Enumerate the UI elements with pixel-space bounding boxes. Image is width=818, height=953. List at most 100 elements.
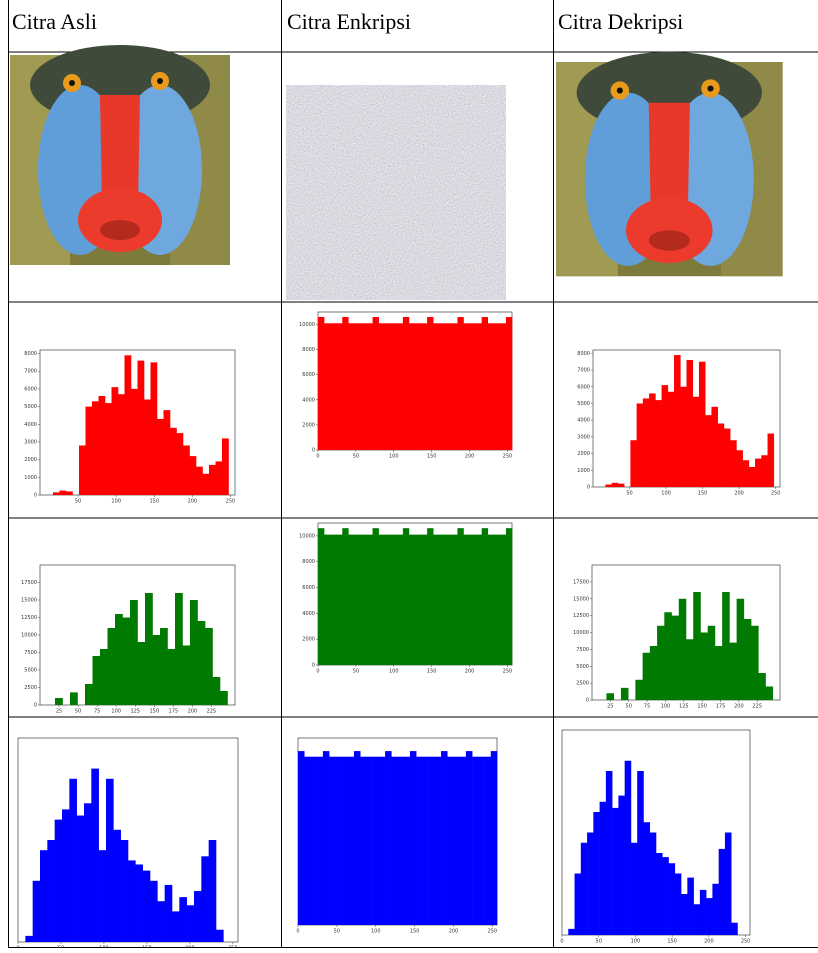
x-tick-label: 75	[644, 704, 650, 710]
y-tick-label: 2000	[577, 451, 590, 457]
x-tick-label: 100	[661, 491, 671, 497]
bar	[494, 323, 500, 450]
bar	[150, 881, 158, 942]
bar	[165, 885, 173, 942]
bar	[618, 796, 625, 935]
bar	[699, 362, 706, 487]
bar	[612, 483, 619, 487]
y-tick-label: 2500	[24, 685, 37, 691]
bar	[460, 757, 467, 925]
bar	[675, 874, 682, 936]
bar	[397, 535, 403, 665]
bar	[336, 323, 342, 450]
bar	[209, 840, 217, 942]
x-tick-label: 50	[75, 499, 81, 505]
bar	[138, 642, 146, 705]
bar	[106, 779, 114, 942]
bar	[409, 535, 415, 665]
bar	[131, 389, 138, 495]
y-tick-label: 5000	[24, 404, 37, 410]
bar	[379, 535, 385, 665]
x-tick-label: 200	[465, 669, 475, 675]
bar	[201, 856, 209, 942]
bar	[605, 484, 612, 487]
bar	[118, 394, 125, 495]
bar	[761, 455, 768, 487]
x-tick-label: 250	[771, 491, 781, 497]
bar	[668, 392, 675, 487]
bar	[397, 323, 403, 450]
bar	[143, 871, 151, 942]
bar	[694, 904, 701, 935]
bar	[318, 317, 324, 450]
bar	[712, 884, 719, 935]
x-tick-label: 200	[734, 704, 744, 710]
bar	[112, 387, 119, 495]
y-tick-label: 12500	[573, 613, 589, 619]
bar	[404, 757, 411, 925]
y-tick-label: 7500	[576, 647, 589, 653]
y-tick-label: 2000	[302, 637, 315, 643]
y-tick-label: 0	[312, 663, 315, 669]
bar	[643, 653, 651, 700]
bar	[466, 751, 473, 925]
bar	[360, 757, 367, 925]
bar	[681, 894, 688, 935]
bar	[679, 599, 687, 700]
bar	[403, 317, 409, 450]
bar	[398, 757, 405, 925]
bar	[643, 822, 650, 935]
x-tick-label: 150	[667, 939, 677, 945]
y-tick-label: 3000	[577, 434, 590, 440]
x-tick-label: 250	[226, 499, 236, 505]
bar	[62, 809, 70, 942]
bar	[385, 535, 391, 665]
y-tick-label: 8000	[302, 559, 315, 565]
bar	[618, 484, 625, 487]
bar	[348, 535, 354, 665]
y-tick-label: 0	[587, 485, 590, 491]
bar	[91, 769, 99, 942]
bar	[324, 535, 330, 665]
bar	[190, 600, 198, 705]
x-tick-label: 50	[75, 709, 81, 715]
y-tick-label: 10000	[299, 533, 315, 539]
x-tick-label: 100	[371, 929, 381, 935]
x-tick-label: 50	[353, 669, 359, 675]
x-tick-label: 225	[752, 704, 762, 710]
y-tick-label: 0	[34, 493, 37, 499]
bar	[179, 897, 187, 942]
bar	[177, 433, 184, 495]
bar	[433, 535, 439, 665]
bar	[123, 618, 131, 706]
bar	[213, 677, 221, 705]
bar	[194, 891, 202, 942]
bar	[373, 317, 379, 450]
bar	[730, 440, 737, 487]
bar	[664, 612, 672, 700]
bar	[304, 757, 311, 925]
bar	[725, 833, 732, 936]
bar	[421, 323, 427, 450]
y-tick-label: 10000	[21, 633, 37, 639]
bar	[439, 323, 445, 450]
x-tick-label: 100	[111, 709, 121, 715]
bar	[621, 688, 629, 700]
bar	[198, 621, 206, 705]
bar	[433, 323, 439, 450]
y-tick-label: 5000	[576, 664, 589, 670]
y-tick-label: 4000	[302, 611, 315, 617]
bar	[410, 751, 417, 925]
y-tick-label: 17500	[21, 580, 37, 586]
bar	[751, 626, 759, 700]
bar	[476, 323, 482, 450]
bar	[427, 317, 433, 450]
bar	[335, 757, 342, 925]
bar	[758, 673, 766, 700]
bar	[655, 400, 662, 487]
bar	[435, 757, 442, 925]
bar	[342, 528, 348, 665]
bar	[196, 467, 203, 495]
bar	[612, 808, 619, 935]
x-tick-label: 200	[704, 939, 714, 945]
